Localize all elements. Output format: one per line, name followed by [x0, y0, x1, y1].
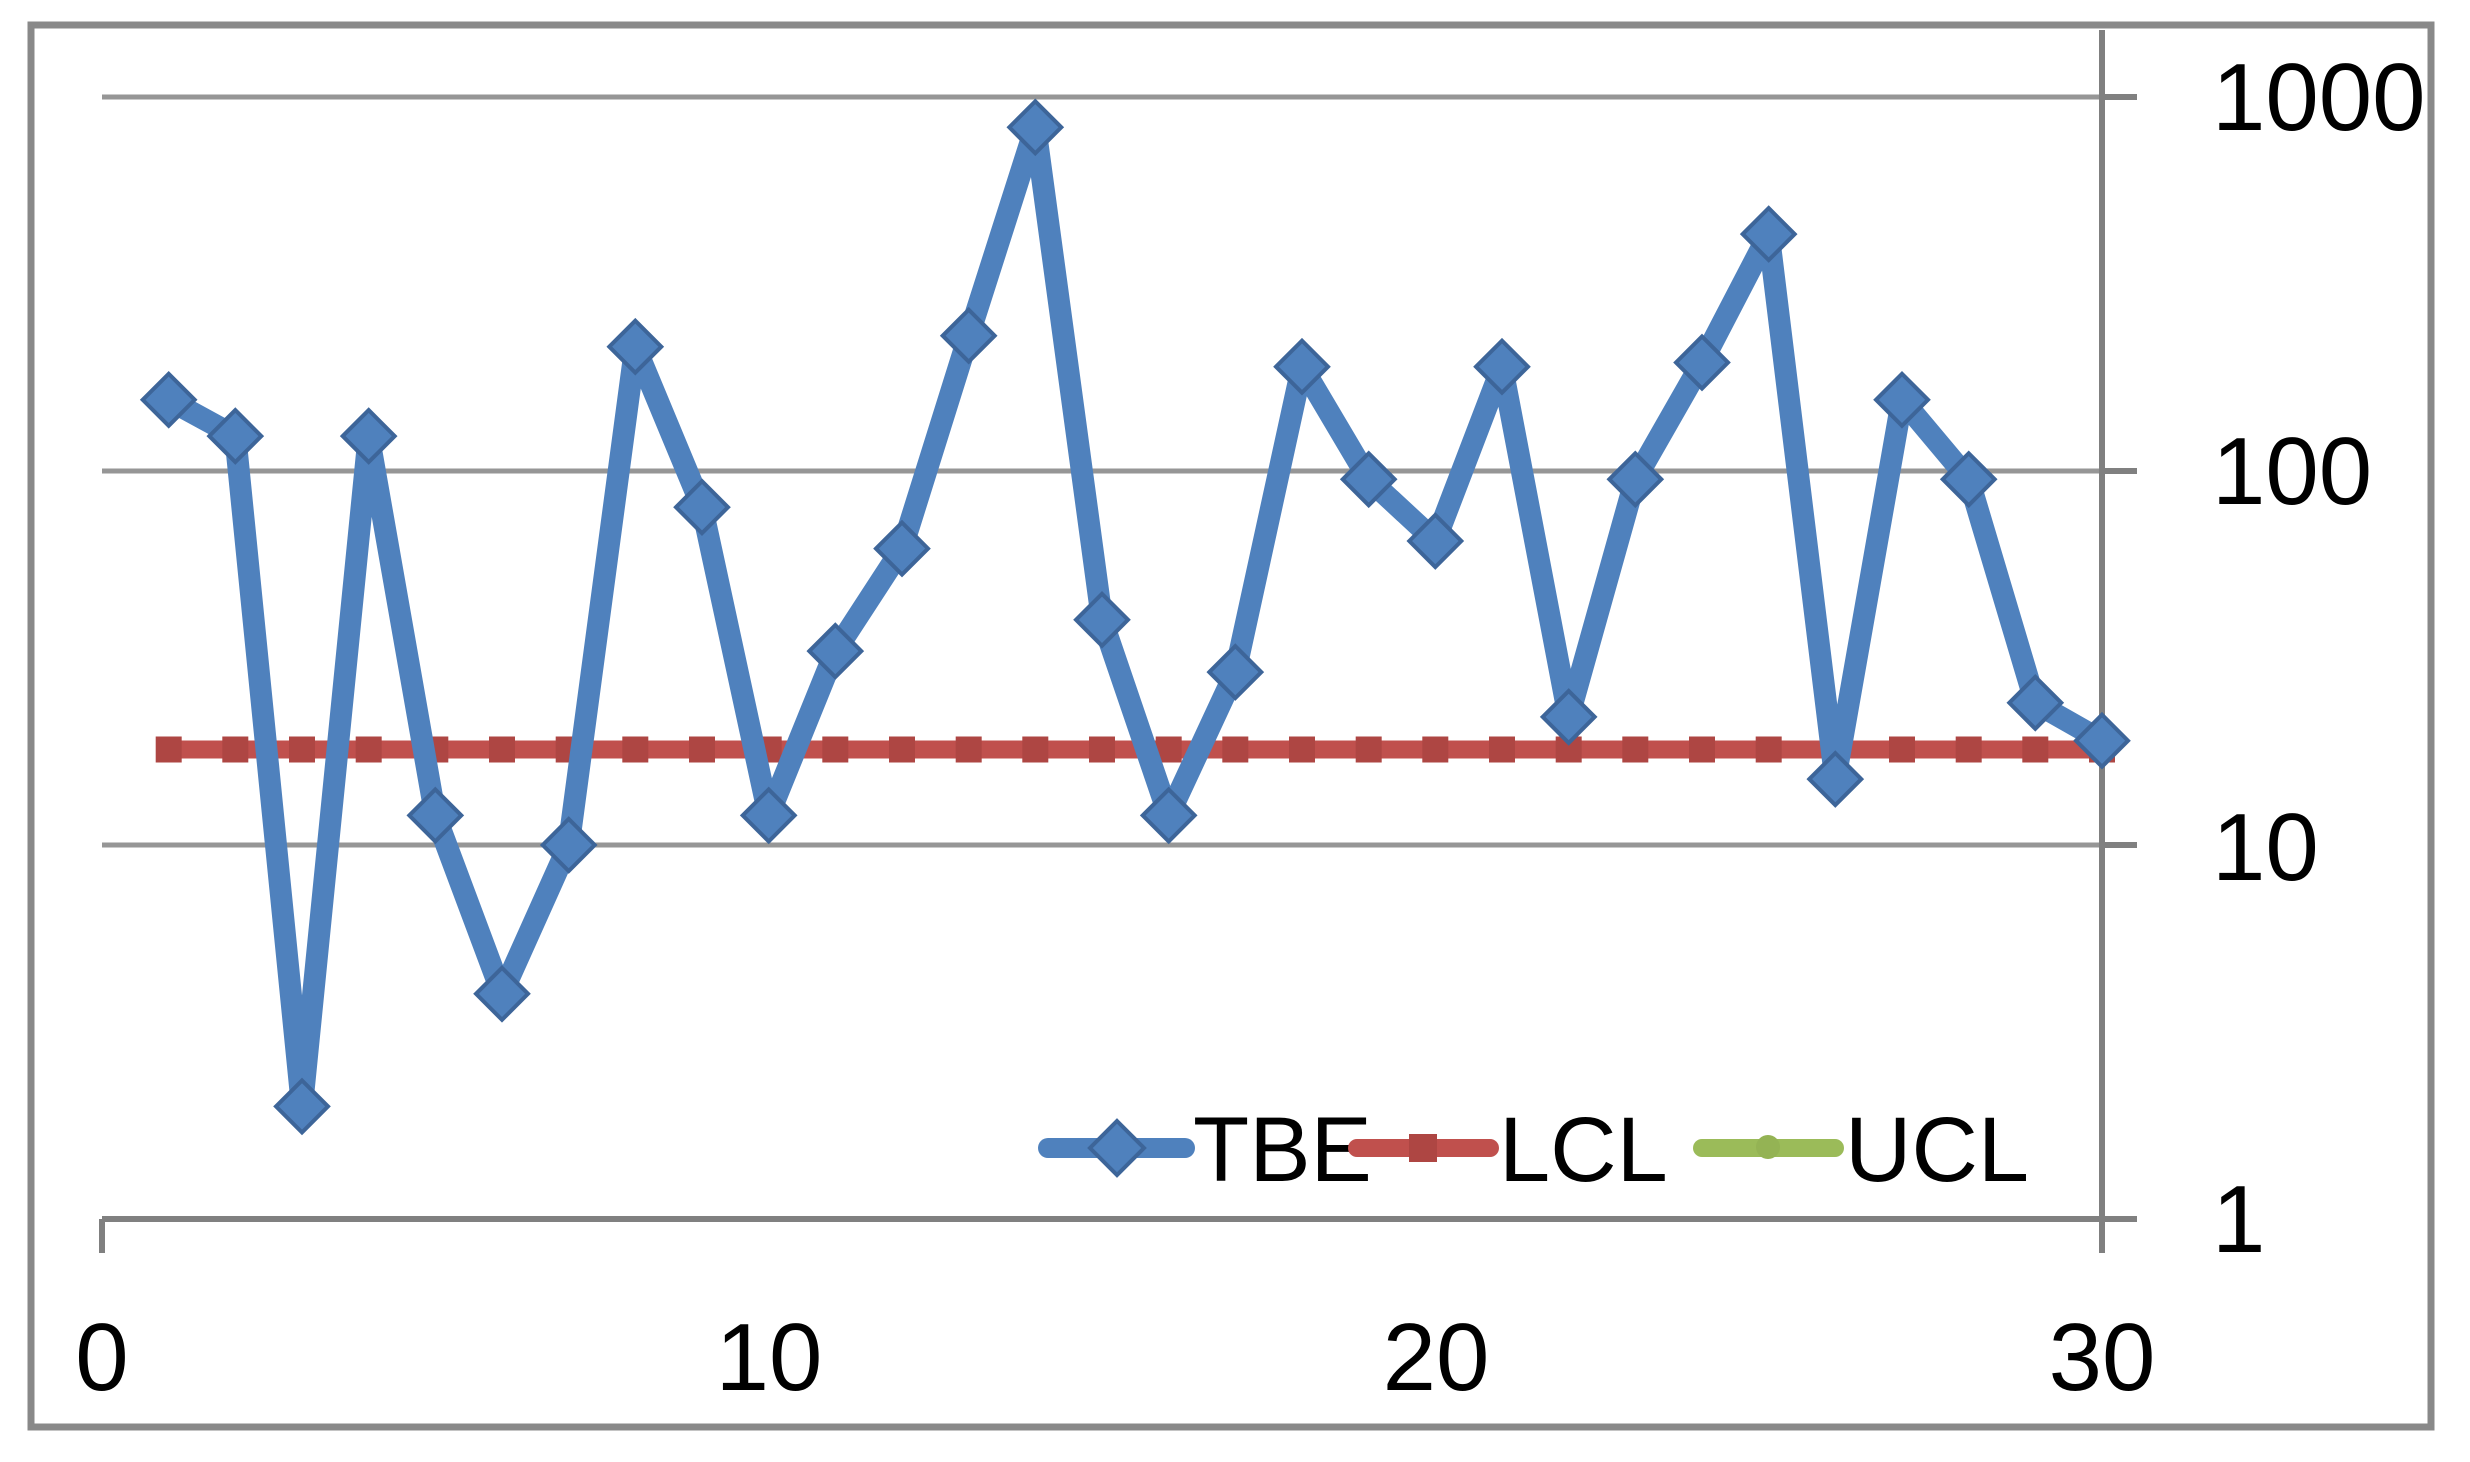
lcl-marker: [622, 736, 649, 763]
lcl-marker: [1089, 736, 1115, 763]
lcl-marker: [1755, 736, 1782, 763]
legend-label-tbe: TBE: [1193, 1099, 1372, 1201]
lcl-marker: [2022, 736, 2049, 763]
tbe-marker: [739, 786, 798, 845]
ucl-legend-marker-icon: [1756, 1135, 1780, 1159]
lcl-marker: [1489, 736, 1515, 763]
y-tick-label-10: 10: [2212, 794, 2319, 901]
lcl-marker: [1422, 736, 1449, 763]
lcl-marker: [1689, 736, 1715, 763]
tbe-marker: [1673, 333, 1731, 392]
lcl-marker: [889, 736, 915, 763]
legend-label-lcl: LCL: [1499, 1099, 1668, 1201]
lcl-marker: [955, 736, 982, 763]
tbe-marker: [1739, 205, 1798, 263]
tbe-marker: [1539, 688, 1598, 746]
lcl-marker: [489, 736, 515, 763]
tbe-marker: [1606, 450, 1665, 509]
tbe-marker: [1939, 450, 1998, 509]
tbe-line: [157, 116, 2113, 1118]
lcl-marker: [1355, 736, 1382, 763]
legend-item-lcl: LCL: [1348, 1099, 1668, 1201]
x-tick-label-30: 30: [2049, 1304, 2156, 1411]
lcl-marker: [689, 736, 715, 763]
tbe-marker: [806, 622, 865, 680]
lcl-marker: [1889, 736, 1915, 763]
tbe-marker: [1873, 370, 1931, 429]
lcl-marker: [355, 736, 382, 763]
x-tick-label-0: 0: [75, 1304, 128, 1411]
legend-item-tbe: TBE: [1038, 1099, 1372, 1201]
tbe-marker: [606, 317, 665, 376]
tbe-legend-diamond-icon: [1087, 1118, 1147, 1178]
tbe-marker: [1339, 450, 1398, 509]
tbe-marker: [1806, 750, 1865, 808]
lcl-marker: [1022, 736, 1049, 763]
tbe-series: [139, 98, 2131, 1136]
lcl-marker: [1955, 736, 1982, 763]
tbe-marker: [1206, 643, 1265, 701]
tbe-marker: [473, 964, 531, 1023]
legend-item-ucl: UCL: [1693, 1099, 2029, 1201]
tbe-marker: [1273, 337, 1331, 396]
tbe-marker: [1073, 590, 1131, 649]
tbe-marker: [206, 407, 265, 465]
tbe-marker: [273, 1077, 331, 1136]
axes: [99, 30, 2137, 1253]
tbe-marker: [1406, 512, 1465, 570]
tbe-marker: [339, 407, 398, 465]
tbe-marker: [539, 816, 598, 874]
legend: TBE LCL UCL: [1038, 1099, 2029, 1201]
tbe-marker: [2006, 673, 2065, 732]
tbe-marker: [2073, 711, 2131, 770]
tbe-marker: [139, 370, 198, 429]
y-tick-label-1000: 1000: [2212, 44, 2426, 151]
lcl-marker: [155, 736, 182, 763]
tbe-marker: [939, 306, 998, 365]
lcl-marker: [289, 736, 315, 763]
lcl-marker: [1222, 736, 1249, 763]
tbe-marker: [1473, 337, 1531, 396]
lcl-marker: [1289, 736, 1315, 763]
y-tick-label-100: 100: [2212, 418, 2372, 525]
tbe-marker: [873, 519, 931, 578]
tbe-marker: [673, 478, 731, 537]
tbe-marker: [1139, 786, 1198, 845]
lcl-marker: [222, 736, 249, 763]
tbe-marker: [406, 786, 465, 845]
lcl-legend-square-icon: [1409, 1134, 1437, 1162]
x-tick-label-20: 20: [1383, 1304, 1490, 1411]
x-tick-label-10: 10: [716, 1304, 823, 1411]
lcl-marker: [1622, 736, 1649, 763]
tbe-marker: [1006, 98, 1065, 157]
legend-label-ucl: UCL: [1845, 1099, 2029, 1201]
lcl-marker: [822, 736, 849, 763]
y-tick-label-1: 1: [2212, 1166, 2265, 1273]
